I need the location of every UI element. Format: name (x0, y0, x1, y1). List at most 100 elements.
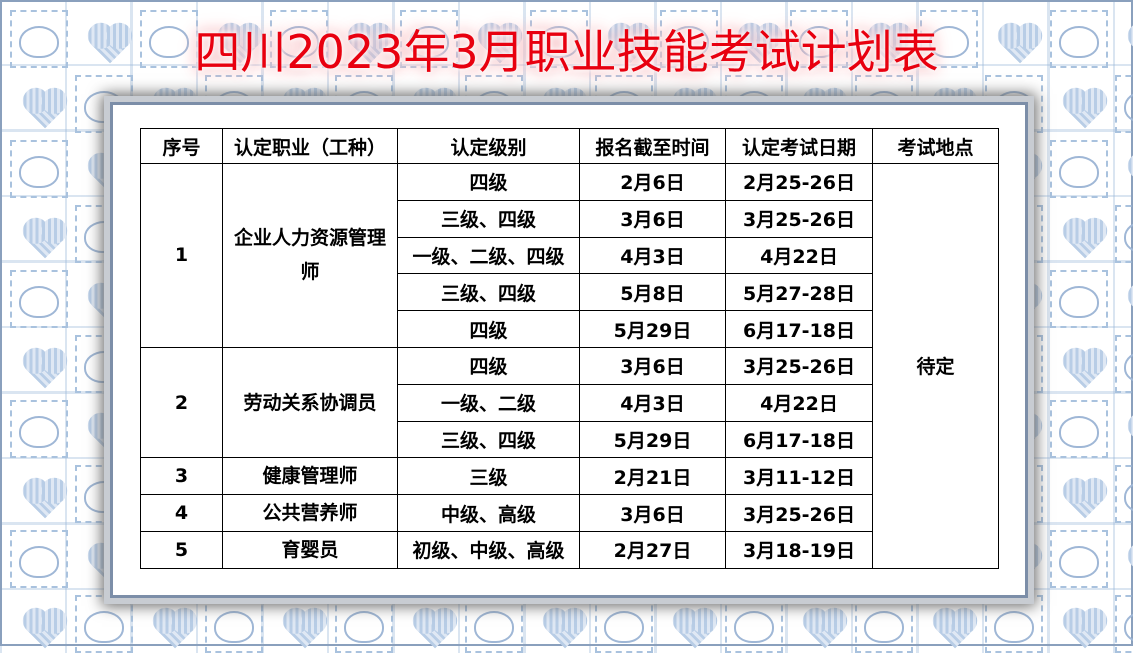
cell-deadline: 2月6日 (579, 163, 726, 201)
heart-icon (1066, 91, 1104, 129)
bear-face (994, 611, 1034, 643)
heart-icon (1066, 481, 1104, 519)
bear-icon (660, 10, 718, 68)
cell-no: 4 (140, 494, 223, 532)
cell-deadline: 3月6日 (579, 494, 726, 532)
bear-icon (1050, 530, 1108, 588)
cell-no: 1 (140, 163, 223, 348)
bear-face (669, 26, 709, 58)
heart-icon (676, 611, 714, 649)
heart-icon (1066, 611, 1104, 649)
header-deadline: 报名截至时间 (579, 128, 726, 164)
bear-face (1124, 481, 1133, 513)
bear-face (19, 546, 59, 578)
cell-deadline: 5月29日 (579, 420, 726, 459)
cell-deadline: 4月3日 (579, 236, 726, 275)
table-row: 3 健康管理师 三级 2月21日 3月11-12日 (140, 457, 999, 496)
bear-icon (1115, 595, 1133, 653)
table-row: 一级、二级 4月3日 4月22日 (141, 383, 999, 422)
bear-icon (1115, 75, 1133, 133)
header-no: 序号 (140, 128, 223, 164)
bear-icon (10, 530, 68, 588)
bear-face (409, 26, 449, 58)
bear-face (604, 611, 644, 643)
heart-icon (546, 611, 584, 649)
cell-level: 三级 (397, 457, 580, 496)
table-header-row: 序号 认定职业（工种） 认定级别 报名截至时间 认定考试日期 考试地点 (140, 128, 999, 164)
cell-location: 待定 (872, 163, 999, 569)
cell-level: 四级 (397, 163, 580, 201)
bear-face (214, 611, 254, 643)
heart-icon (26, 221, 64, 259)
cell-exam-date: 3月18-19日 (725, 530, 873, 569)
cell-exam-date: 3月25-26日 (725, 494, 873, 532)
table-row: 1 企业人力资源管理师 四级 2月6日 2月25-26日 待定 (140, 163, 999, 569)
header-occupation: 认定职业（工种） (222, 128, 398, 164)
bear-face (344, 611, 384, 643)
bear-icon (75, 595, 133, 653)
bear-icon (1050, 270, 1108, 328)
bear-icon (1050, 10, 1108, 68)
bear-icon (205, 595, 263, 653)
heart-icon (806, 611, 844, 649)
cell-level: 四级 (397, 310, 580, 348)
cell-level: 初级、中级、高级 (397, 530, 580, 569)
cell-level: 三级、四级 (397, 199, 580, 238)
bear-icon (595, 595, 653, 653)
bear-face (864, 611, 904, 643)
bear-icon (1115, 205, 1133, 263)
table-row: 2 劳动关系协调员 四级 3月6日 3月25-26日 (140, 346, 999, 459)
bear-face (1059, 416, 1099, 448)
cell-exam-date: 2月25-26日 (725, 163, 873, 201)
cell-deadline: 4月3日 (579, 383, 726, 422)
bear-face (734, 611, 774, 643)
bear-icon (10, 270, 68, 328)
bear-face (1059, 156, 1099, 188)
cell-level: 三级、四级 (397, 420, 580, 459)
bear-face (799, 26, 839, 58)
bear-icon (790, 10, 848, 68)
cell-deadline: 3月6日 (579, 199, 726, 238)
table-row: 三级、四级 5月8日 5月27-28日 (141, 273, 999, 312)
cell-deadline: 2月27日 (579, 530, 726, 569)
cell-level: 一级、二级 (397, 383, 580, 422)
bear-icon (1115, 465, 1133, 523)
cell-level: 中级、高级 (397, 494, 580, 532)
bear-icon (855, 595, 913, 653)
cell-exam-date: 4月22日 (725, 236, 873, 275)
table-row: 三级、四级 3月6日 3月25-26日 (141, 199, 999, 238)
bear-face (1124, 221, 1133, 253)
heart-icon (1066, 351, 1104, 389)
bear-face (19, 26, 59, 58)
cell-deadline: 5月8日 (579, 273, 726, 312)
cell-occupation: 育婴员 (222, 530, 398, 569)
bear-face (19, 156, 59, 188)
bear-icon (270, 10, 328, 68)
bear-face (1059, 286, 1099, 318)
table-row: 5 育婴员 初级、中级、高级 2月27日 3月18-19日 (140, 530, 999, 569)
bear-icon (985, 595, 1043, 653)
bear-face (474, 611, 514, 643)
cell-exam-date: 4月22日 (725, 383, 873, 422)
bear-icon (10, 10, 68, 68)
cell-exam-date: 6月17-18日 (725, 420, 873, 459)
bear-face (149, 26, 189, 58)
schedule-table: 序号 认定职业（工种） 认定级别 报名截至时间 认定考试日期 考试地点 1 企业人… (140, 128, 999, 569)
heart-icon (156, 611, 194, 649)
cell-deadline: 2月21日 (579, 457, 726, 496)
cell-exam-date: 6月17-18日 (725, 310, 873, 348)
bear-icon (335, 595, 393, 653)
heart-icon (26, 351, 64, 389)
cell-exam-date: 3月25-26日 (725, 199, 873, 238)
bear-face (539, 26, 579, 58)
header-location: 考试地点 (872, 128, 999, 164)
cell-deadline: 5月29日 (579, 310, 726, 348)
bear-icon (1050, 400, 1108, 458)
bear-icon (530, 10, 588, 68)
bear-icon (400, 10, 458, 68)
heart-icon (1066, 221, 1104, 259)
cell-level: 四级 (397, 346, 580, 385)
bear-icon (725, 595, 783, 653)
bear-icon (1115, 335, 1133, 393)
cell-exam-date: 3月25-26日 (725, 346, 873, 385)
